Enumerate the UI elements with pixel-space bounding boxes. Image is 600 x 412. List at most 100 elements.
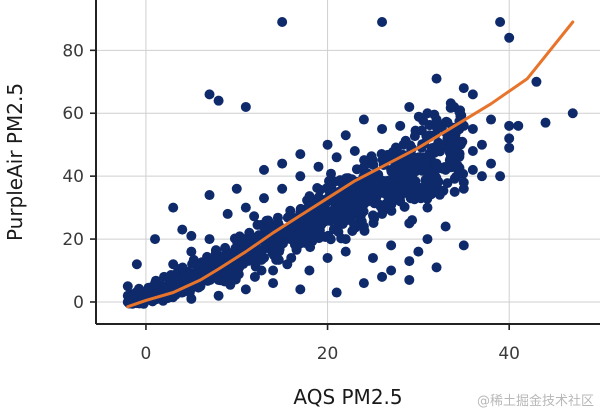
data-point <box>331 287 342 298</box>
data-point <box>356 200 367 211</box>
data-point <box>368 218 379 228</box>
data-point <box>397 181 408 192</box>
data-point <box>122 290 133 301</box>
data-point <box>361 188 371 199</box>
data-point <box>295 171 306 182</box>
data-point <box>404 256 415 267</box>
data-point <box>313 228 324 239</box>
data-point <box>398 139 409 150</box>
data-point <box>358 162 369 173</box>
data-point <box>304 265 315 276</box>
data-point <box>340 130 351 141</box>
data-point <box>440 139 451 150</box>
data-point <box>150 278 161 289</box>
data-point <box>383 151 394 162</box>
data-point <box>413 246 424 257</box>
data-point <box>358 278 369 289</box>
data-point <box>418 115 429 126</box>
data-point <box>367 155 378 166</box>
data-point <box>404 171 415 182</box>
data-point <box>442 178 453 189</box>
data-point <box>317 203 328 214</box>
data-point <box>268 278 279 289</box>
data-point <box>476 139 487 150</box>
data-point <box>213 274 224 285</box>
data-point <box>440 117 451 128</box>
tick-labels: 0 20 40 0 20 40 60 80 <box>62 41 520 364</box>
data-point <box>322 252 333 263</box>
data-point <box>277 158 288 169</box>
data-point <box>213 290 224 301</box>
data-point <box>315 184 326 195</box>
data-point <box>412 152 423 163</box>
data-point <box>298 229 309 240</box>
watermark: @稀土掘金技术社区 <box>477 393 594 409</box>
data-point <box>150 234 161 245</box>
axes <box>90 0 600 330</box>
data-point <box>195 281 206 292</box>
data-point <box>177 224 188 235</box>
data-point <box>259 164 269 175</box>
data-point <box>256 265 267 276</box>
data-point <box>168 202 179 213</box>
x-tick-label: 0 <box>141 344 152 364</box>
data-point <box>404 189 415 200</box>
data-point <box>322 183 333 194</box>
data-point <box>404 218 415 229</box>
data-point <box>286 252 297 263</box>
data-point <box>409 131 420 142</box>
data-point <box>411 165 422 176</box>
data-point <box>259 193 269 204</box>
data-point <box>268 265 279 276</box>
data-point <box>431 262 442 273</box>
data-point <box>486 114 497 125</box>
data-point <box>504 133 515 144</box>
y-tick-label: 60 <box>62 104 84 124</box>
data-point <box>389 182 400 193</box>
data-point <box>476 171 487 182</box>
data-point <box>431 114 442 125</box>
data-point <box>495 171 506 182</box>
data-point <box>295 284 306 295</box>
data-point <box>458 83 469 94</box>
y-tick-label: 0 <box>73 293 84 313</box>
data-point <box>495 17 506 28</box>
data-point <box>386 240 397 251</box>
data-point <box>240 202 251 213</box>
y-tick-label: 20 <box>62 230 84 250</box>
data-point <box>434 189 445 200</box>
data-point <box>178 274 189 285</box>
data-point <box>289 236 300 247</box>
data-point <box>186 293 197 304</box>
data-point <box>211 245 221 256</box>
data-point <box>404 101 415 112</box>
data-point <box>415 193 426 204</box>
data-point <box>131 290 142 301</box>
data-point <box>404 181 415 192</box>
data-point <box>449 186 460 197</box>
data-point <box>400 158 411 169</box>
data-point <box>455 111 466 121</box>
data-point <box>204 190 215 201</box>
data-point <box>377 271 388 282</box>
data-point <box>213 95 224 106</box>
data-point <box>349 219 360 230</box>
data-point <box>343 196 354 207</box>
data-point <box>377 17 388 28</box>
data-point <box>231 183 242 194</box>
data-point <box>458 183 469 194</box>
data-point <box>350 207 361 218</box>
data-point <box>404 274 415 285</box>
data-point <box>445 102 456 113</box>
data-point <box>567 108 578 119</box>
data-point <box>340 234 351 245</box>
data-point <box>486 158 497 169</box>
trend-line <box>126 20 575 309</box>
data-point <box>467 123 478 134</box>
data-point <box>429 166 440 177</box>
y-tick-label: 80 <box>62 41 84 61</box>
data-point <box>186 230 197 241</box>
data-point <box>277 183 288 194</box>
data-point <box>395 120 406 131</box>
data-point <box>186 246 197 257</box>
